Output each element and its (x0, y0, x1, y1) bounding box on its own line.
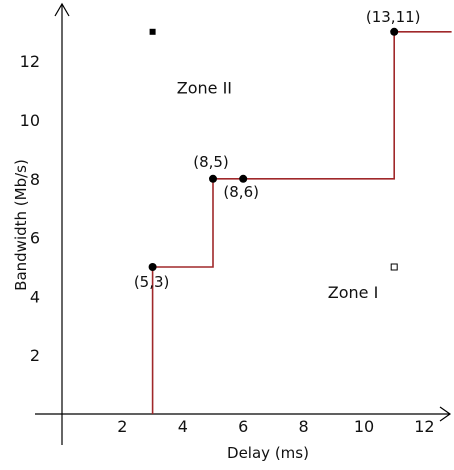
point-label: (8,6) (223, 183, 259, 201)
filled-square-marker (149, 28, 156, 35)
zone-label: Zone II (177, 79, 232, 98)
y-axis-label: Bandwidth (Mb/s) (12, 159, 30, 291)
x-tick-labels: 2 4 6 8 10 12 (117, 417, 434, 436)
point-label: (8,5) (193, 153, 229, 171)
y-axis-arrow (54, 2, 70, 17)
y-tick-label: 12 (20, 52, 40, 71)
y-tick-label: 8 (30, 170, 40, 189)
axes (35, 2, 452, 445)
y-tick-label: 6 (30, 229, 40, 248)
x-tick-label: 4 (178, 417, 188, 436)
x-tick-label: 10 (354, 417, 374, 436)
data-point (390, 27, 399, 36)
data-point (209, 174, 217, 183)
x-tick-label: 8 (299, 417, 309, 436)
zone-labels: Zone II Zone I (177, 79, 379, 302)
x-tick-label: 2 (117, 417, 127, 436)
x-axis-arrow (439, 406, 452, 422)
point-label: (13,11) (366, 8, 421, 26)
data-points: (5,3) (8,5) (8,6) (13,11) (134, 8, 421, 291)
x-tick-label: 12 (414, 417, 434, 436)
y-tick-label: 4 (30, 287, 40, 306)
markers (149, 28, 398, 271)
data-point (239, 174, 248, 183)
zone-label: Zone I (328, 283, 379, 302)
y-tick-label: 2 (30, 346, 40, 365)
y-tick-label: 10 (20, 111, 40, 130)
x-axis-label: Delay (ms) (227, 444, 309, 462)
open-square-marker (390, 263, 398, 271)
data-point (148, 263, 157, 271)
x-tick-label: 6 (238, 417, 248, 436)
y-tick-labels: 2 4 6 8 10 12 (20, 52, 40, 365)
point-label: (5,3) (134, 273, 170, 291)
